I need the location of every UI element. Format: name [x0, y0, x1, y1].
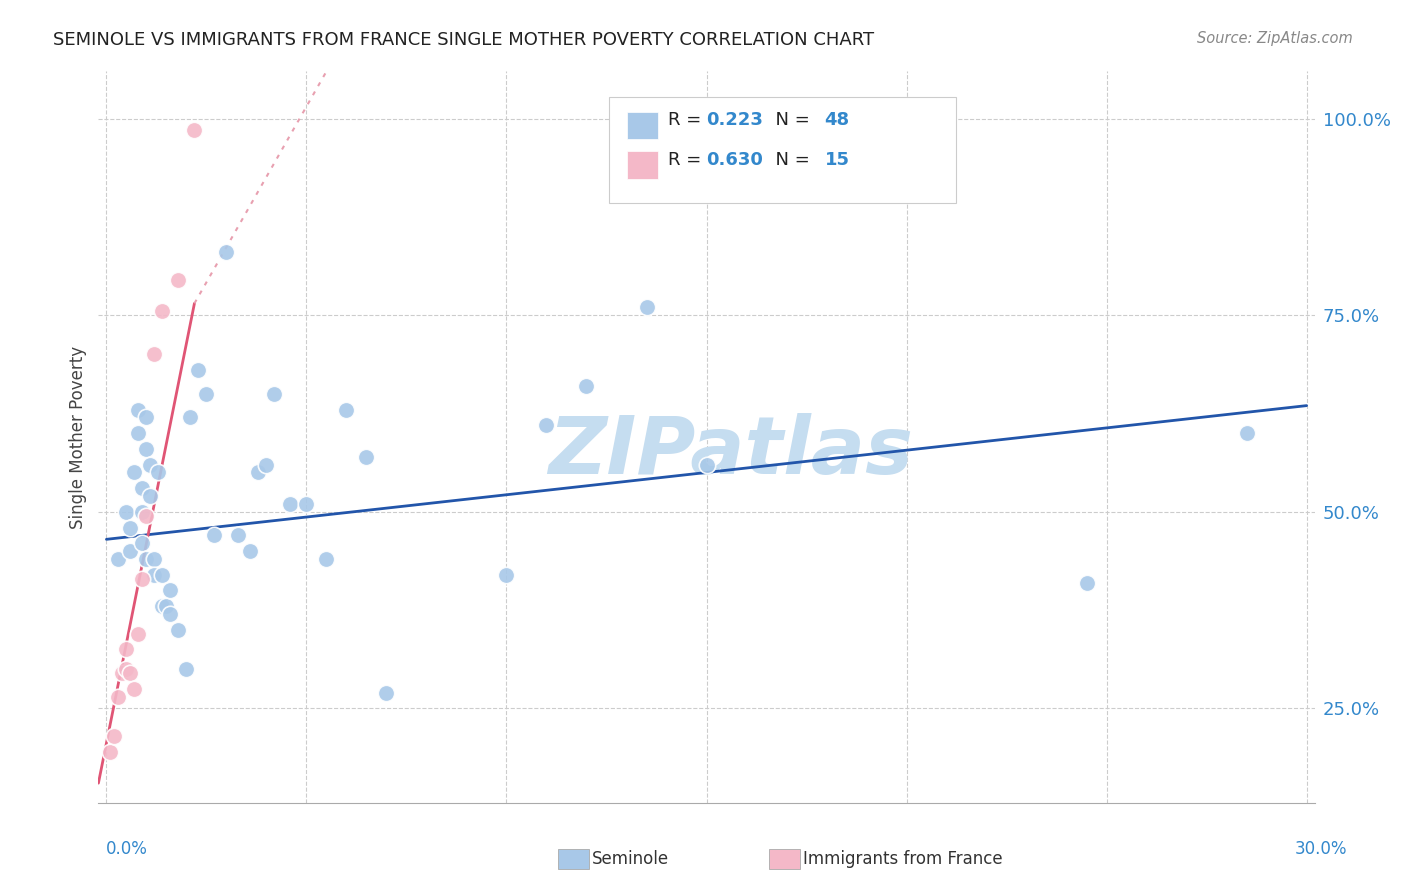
Point [696, 458, 718, 472]
Point [115, 662, 138, 676]
Point [256, 458, 278, 472]
Bar [627, 151, 658, 179]
Point [120, 666, 142, 681]
Point [100, 745, 122, 759]
Point [131, 481, 153, 495]
Point [195, 387, 218, 401]
Point [315, 552, 337, 566]
Point [135, 442, 157, 456]
Point [143, 552, 166, 566]
Text: ZIPatlas: ZIPatlas [548, 413, 914, 491]
Point [107, 690, 129, 704]
Text: R =: R = [668, 151, 707, 169]
Point [228, 528, 250, 542]
Point [124, 681, 146, 696]
Point [111, 666, 134, 681]
Text: R =: R = [668, 112, 707, 129]
Point [159, 583, 181, 598]
Point [131, 505, 153, 519]
Point [152, 304, 174, 318]
Point [295, 497, 318, 511]
Point [204, 528, 226, 542]
Point [263, 387, 285, 401]
Point [167, 623, 190, 637]
Point [575, 379, 598, 393]
Point [131, 572, 153, 586]
Point [131, 536, 153, 550]
Text: 48: 48 [824, 112, 849, 129]
Point [139, 489, 162, 503]
Text: SEMINOLE VS IMMIGRANTS FROM FRANCE SINGLE MOTHER POVERTY CORRELATION CHART: SEMINOLE VS IMMIGRANTS FROM FRANCE SINGL… [53, 31, 875, 49]
Point [636, 301, 658, 315]
Point [135, 410, 157, 425]
Point [135, 508, 157, 523]
Text: 0.0%: 0.0% [105, 840, 148, 858]
Point [167, 273, 190, 287]
Point [155, 599, 177, 614]
Text: 30.0%: 30.0% [1295, 840, 1347, 858]
Point [495, 567, 517, 582]
Text: 0.630: 0.630 [707, 151, 763, 169]
Point [183, 123, 205, 137]
Point [356, 450, 378, 464]
Point [1076, 575, 1098, 590]
Point [215, 245, 238, 260]
Point [536, 418, 558, 433]
Point [127, 626, 149, 640]
Point [375, 686, 398, 700]
Point [247, 466, 270, 480]
Point [120, 520, 142, 534]
Point [103, 729, 125, 743]
Point [127, 402, 149, 417]
Point [127, 426, 149, 441]
Point [143, 347, 166, 361]
Text: N =: N = [763, 151, 815, 169]
Text: Source: ZipAtlas.com: Source: ZipAtlas.com [1197, 31, 1353, 46]
Point [335, 402, 357, 417]
Point [152, 599, 174, 614]
Text: Immigrants from France: Immigrants from France [803, 850, 1002, 868]
Y-axis label: Single Mother Poverty: Single Mother Poverty [69, 345, 87, 529]
Point [124, 466, 146, 480]
Point [143, 567, 166, 582]
Point [120, 544, 142, 558]
Text: 15: 15 [824, 151, 849, 169]
Point [176, 662, 198, 676]
Point [148, 466, 170, 480]
Point [107, 552, 129, 566]
Point [280, 497, 302, 511]
Text: N =: N = [763, 112, 815, 129]
Point [139, 458, 162, 472]
Point [187, 363, 209, 377]
FancyBboxPatch shape [609, 97, 956, 203]
Point [152, 567, 174, 582]
Text: Seminole: Seminole [592, 850, 669, 868]
Point [179, 410, 201, 425]
Point [239, 544, 262, 558]
Point [1236, 426, 1258, 441]
Bar [627, 112, 658, 139]
Point [115, 505, 138, 519]
Point [159, 607, 181, 621]
Point [115, 642, 138, 657]
Point [135, 552, 157, 566]
Text: 0.223: 0.223 [707, 112, 763, 129]
